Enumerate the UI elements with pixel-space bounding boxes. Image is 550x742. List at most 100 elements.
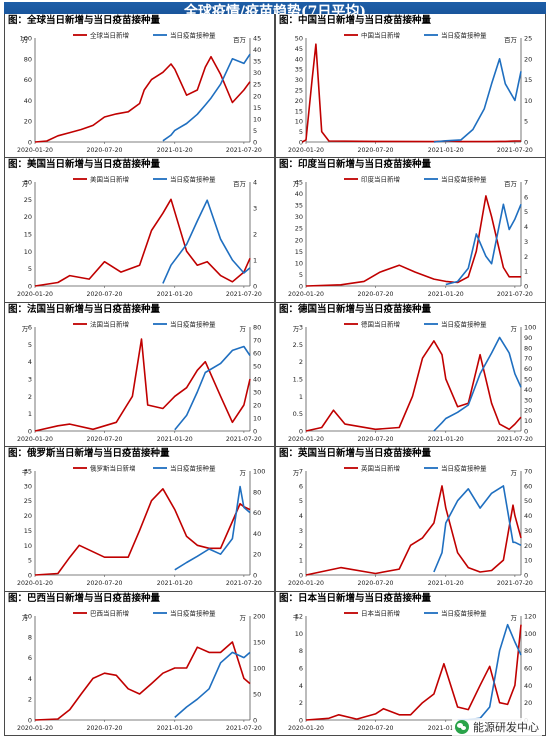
y-tick-label-left: 15 — [24, 231, 32, 239]
y-tick-label-left: 6 — [28, 323, 32, 331]
y-tick-label-right: 40 — [253, 46, 261, 54]
y-tick-label-left: 15 — [295, 107, 303, 115]
y-tick-label-left: 10 — [24, 248, 32, 256]
unit-left: 万 — [22, 180, 29, 188]
legend-label: 当日疫苗接种量 — [441, 464, 487, 473]
y-tick-label-right: 10 — [524, 417, 532, 425]
x-tick-label: 2021-07-20 — [497, 291, 533, 298]
y-tick-label-left: 45 — [295, 179, 303, 187]
chart-title: 图：印度当日新增与当日疫苗接种量 — [279, 159, 432, 171]
y-tick-label-right: 0 — [524, 572, 528, 580]
vaccine-series-line — [162, 53, 251, 142]
y-tick-label-right: 100 — [253, 468, 265, 476]
unit-left: 万 — [22, 325, 29, 333]
y-tick-label-right: 45 — [253, 35, 261, 43]
chart-title: 图：俄罗斯当日新增与当日疫苗接种量 — [8, 448, 170, 460]
y-tick-label-left: 80 — [24, 55, 32, 63]
vaccine-series-line — [162, 199, 251, 285]
cases-series-line — [34, 198, 251, 288]
x-tick-label: 2021-01-20 — [428, 725, 464, 732]
chart-panel: 图：中国当日新增与当日疫苗接种量 0 5 10 15 20 25 30 35 40 45 50 0 5 10… — [275, 14, 546, 159]
y-tick-label-right: 35 — [253, 58, 261, 66]
y-tick-label-left: 5 — [299, 271, 303, 279]
y-tick-label-right: 70 — [253, 336, 261, 344]
y-tick-label-left: 25 — [24, 497, 32, 505]
y-tick-label-left: 30 — [295, 76, 303, 84]
y-tick-label-right: 5 — [253, 127, 257, 135]
y-tick-label-right: 4 — [524, 223, 528, 231]
watermark-text: 能源研发中心 — [473, 721, 539, 734]
y-tick-label-left: 0 — [299, 716, 303, 724]
y-tick-label-right: 0 — [524, 427, 528, 435]
y-tick-label-left: 1 — [299, 393, 303, 401]
legend-label: 当日疫苗接种量 — [170, 464, 216, 473]
legend-label: 当日疫苗接种量 — [441, 31, 487, 40]
y-tick-label-left: 60 — [24, 76, 32, 84]
chart-panel: 图：俄罗斯当日新增与当日疫苗接种量 0 5 10 15 20 25 30 35 0 20 40 60 80… — [4, 447, 275, 592]
y-tick-label-right: 4 — [253, 179, 257, 187]
cases-series-line — [34, 488, 251, 576]
x-tick-label: 2021-01-20 — [428, 580, 464, 587]
y-tick-label-right: 30 — [524, 396, 532, 404]
y-tick-label-right: 15 — [524, 76, 532, 84]
x-tick-label: 2020-01-20 — [288, 580, 324, 587]
cases-series-line — [34, 640, 251, 721]
x-tick-label: 2021-07-20 — [226, 725, 262, 732]
chart-title: 图：法国当日新增与当日疫苗接种量 — [8, 303, 161, 315]
chart-title: 图：德国当日新增与当日疫苗接种量 — [279, 303, 432, 315]
x-tick-label: 2021-07-20 — [226, 436, 262, 443]
legend-label: 印度当日新增 — [361, 175, 400, 184]
legend-label: 中国当日新增 — [361, 31, 400, 40]
y-tick-label-right: 5 — [524, 209, 528, 217]
unit-left: 万 — [22, 614, 29, 622]
y-tick-label-left: 20 — [24, 118, 32, 126]
vaccine-series-line — [445, 203, 522, 286]
y-tick-label-left: 2 — [28, 393, 32, 401]
chart-panel: 图：全球当日新增与当日疫苗接种量 0 20 40 60 80 100 0 5 10 15 20 25 30… — [4, 14, 275, 159]
y-tick-label-right: 30 — [253, 69, 261, 77]
y-tick-label-right: 60 — [253, 349, 261, 357]
legend-label: 全球当日新增 — [90, 31, 129, 40]
unit-left: 千 — [293, 613, 300, 622]
y-tick-label-right: 80 — [524, 344, 532, 352]
chart-panel: 图：英国当日新增与当日疫苗接种量 0 1 2 3 4 5 6 7 0 10 20 30 40 50 60 70 万… — [275, 447, 546, 592]
legend-label: 巴西当日新增 — [90, 608, 129, 617]
y-tick-label-left: 5 — [299, 497, 303, 505]
y-tick-label-left: 8 — [299, 647, 303, 655]
y-tick-label-right: 0 — [253, 716, 257, 724]
chart-title: 图：美国当日新增与当日疫苗接种量 — [8, 159, 161, 171]
y-tick-label-right: 150 — [253, 638, 265, 646]
y-tick-label-right: 10 — [524, 97, 532, 105]
unit-right: 万 — [240, 469, 247, 477]
y-tick-label-right: 25 — [524, 35, 532, 43]
chart-panel: 图：印度当日新增与当日疫苗接种量 0 5 10 15 20 25 30 35 40 45 0 1 2 3 4 5… — [275, 158, 546, 303]
unit-right: 百万 — [233, 36, 247, 44]
chart-grid: 图：全球当日新增与当日疫苗接种量 0 20 40 60 80 100 0 5 10 15 20 25 30… — [4, 14, 546, 736]
x-tick-label: 2020-07-20 — [358, 580, 394, 587]
y-tick-label-left: 3 — [299, 527, 303, 535]
x-tick-label: 2020-07-20 — [87, 291, 123, 298]
y-tick-label-right: 1 — [253, 257, 257, 265]
legend-label: 英国当日新增 — [361, 464, 400, 473]
y-tick-label-right: 50 — [524, 375, 532, 383]
y-tick-label-right: 90 — [524, 334, 532, 342]
y-tick-label-left: 0 — [28, 139, 32, 147]
watermark: 能源研发中心 — [452, 718, 542, 736]
y-tick-label-left: 3 — [299, 323, 303, 331]
unit-right: 百万 — [504, 180, 518, 188]
y-tick-label-left: 0 — [299, 139, 303, 147]
unit-left: 万 — [293, 325, 300, 333]
x-tick-label: 2021-01-20 — [157, 725, 193, 732]
chart-title: 图：巴西当日新增与当日疫苗接种量 — [8, 592, 161, 604]
y-tick-label-left: 2 — [299, 358, 303, 366]
x-tick-label: 2021-01-20 — [157, 291, 193, 298]
y-tick-label-left: 25 — [295, 225, 303, 233]
y-tick-label-left: 0 — [28, 572, 32, 580]
y-tick-label-left: 35 — [295, 202, 303, 210]
y-tick-label-left: 3 — [28, 375, 32, 383]
y-tick-label-left: 0 — [28, 283, 32, 291]
